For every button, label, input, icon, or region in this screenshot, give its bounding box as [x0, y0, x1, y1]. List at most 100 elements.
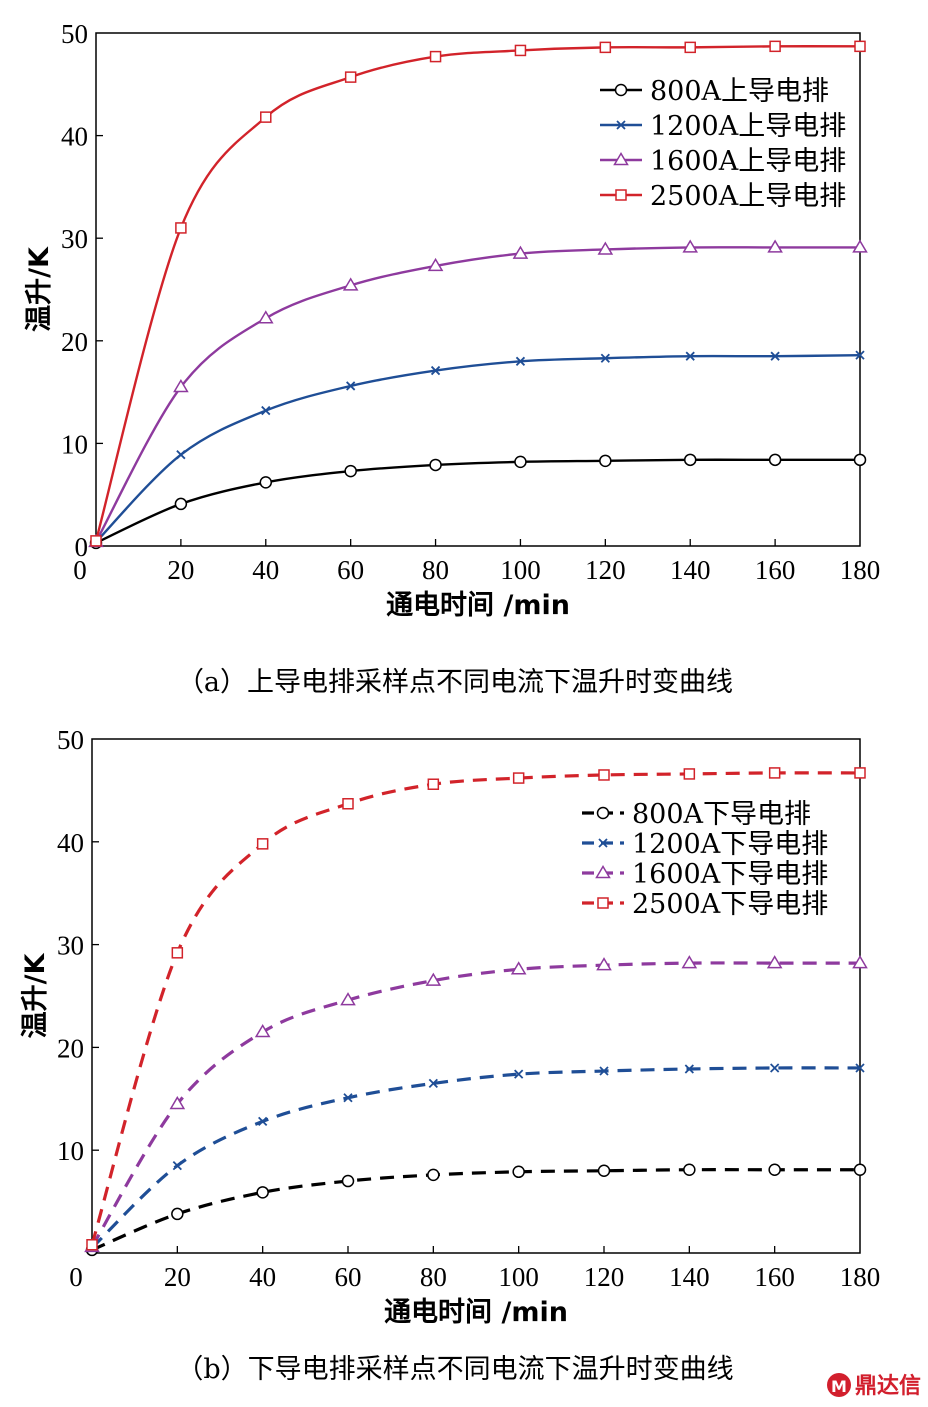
- y-axis-label: 温升/K: [20, 953, 51, 1039]
- data-point: [681, 955, 698, 969]
- y-tick-label: 30: [57, 931, 84, 961]
- y-tick-label: 10: [61, 429, 88, 459]
- y-tick-label: 50: [57, 725, 84, 755]
- data-point: [346, 381, 356, 391]
- data-point: [259, 476, 273, 489]
- legend-entry: 800A上导电排: [650, 76, 829, 107]
- legend-marker: [597, 897, 609, 909]
- data-point-stroke-2: [346, 381, 356, 391]
- y-tick-label: 20: [61, 327, 88, 357]
- x-tick-label: 100: [500, 555, 541, 585]
- y-axis-label: 温升/K: [24, 246, 55, 332]
- data-point-stroke-2: [599, 1066, 609, 1076]
- y-tick-label: 20: [57, 1033, 84, 1063]
- series-1: [91, 350, 865, 547]
- series-line: [91, 1168, 860, 1252]
- x-tick-label: 80: [420, 1262, 447, 1292]
- x-tick-label: 140: [670, 555, 711, 585]
- data-point-stroke-2: [515, 356, 526, 366]
- x-tick-label: 100: [498, 1262, 539, 1292]
- x-tick-label: 20: [167, 555, 194, 585]
- x-tick-label: 180: [840, 555, 881, 585]
- data-point: [512, 245, 529, 259]
- data-point: [430, 365, 441, 376]
- data-point: [682, 239, 699, 253]
- data-point-stroke-2: [855, 350, 865, 360]
- data-point: [176, 450, 186, 460]
- legend-entry: 1600A上导电排: [650, 146, 846, 177]
- data-point: [683, 1163, 696, 1176]
- x-tick-label: 120: [584, 1262, 625, 1292]
- series-line: [94, 246, 860, 543]
- data-point-stroke-2: [684, 1064, 694, 1074]
- data-point: [86, 1239, 98, 1251]
- x-tick-label: 180: [840, 1262, 881, 1292]
- y-tick-label: 10: [57, 1136, 84, 1166]
- data-point: [254, 1024, 271, 1038]
- x-tick-label: 120: [585, 555, 626, 585]
- figure-caption: （b）下导电排采样点不同电流下温升时变曲线: [176, 1354, 733, 1385]
- data-point: [597, 1164, 611, 1178]
- data-point: [171, 1207, 184, 1221]
- legend: 800A上导电排 1200A上导电排 1600A上导电排 2500A上导电排: [600, 76, 846, 212]
- data-point-stroke-2: [176, 450, 186, 460]
- data-point: [854, 767, 866, 779]
- data-point: [853, 1163, 867, 1176]
- data-point: [599, 41, 612, 54]
- legend-marker: [598, 838, 608, 848]
- data-point: [427, 778, 440, 790]
- data-point: [425, 972, 442, 986]
- series-3: [90, 40, 866, 547]
- series-line: [90, 1066, 861, 1250]
- data-point-stroke-2: [430, 365, 441, 376]
- watermark: M 鼎达信: [827, 1373, 921, 1399]
- data-point: [766, 955, 783, 969]
- data-point: [514, 44, 527, 57]
- data-point: [428, 1078, 438, 1089]
- series-line: [95, 353, 861, 543]
- data-point: [427, 257, 444, 272]
- data-point-stroke-2: [855, 1063, 865, 1073]
- data-point: [174, 497, 188, 511]
- series-3: [86, 767, 866, 1251]
- legend-entry: 2500A上导电排: [650, 181, 846, 212]
- chart-a-upper-busbar: 0 20 40 60 80 100 120 140 160 180 0 10 20 30 40 50 通电时间 …: [24, 19, 880, 698]
- y-tick-label: 40: [57, 828, 84, 858]
- data-point: [171, 947, 184, 959]
- legend-marker-stroke-2: [598, 838, 608, 848]
- data-point: [599, 1066, 609, 1076]
- x-tick-label: 140: [669, 1262, 710, 1292]
- legend-marker: [616, 120, 626, 130]
- data-point-stroke-2: [428, 1078, 438, 1089]
- plot-frame: [91, 738, 861, 1254]
- data-point: [684, 41, 696, 54]
- data-point: [90, 535, 102, 547]
- data-point-stroke-2: [343, 1093, 353, 1103]
- series-1: [87, 1063, 865, 1253]
- data-point: [175, 222, 187, 234]
- chart-b-lower-busbar: 0 20 40 60 80 100 120 140 160 180 10 20 30 40 50 通电时间 /…: [20, 725, 880, 1385]
- data-point: [343, 1093, 353, 1103]
- data-point: [852, 955, 868, 969]
- data-point: [429, 50, 442, 63]
- data-point: [600, 353, 610, 363]
- data-point: [596, 957, 612, 971]
- data-point: [855, 350, 865, 360]
- legend-entry: 800A下导电排: [632, 799, 811, 830]
- data-point: [258, 1116, 268, 1127]
- series-line: [90, 961, 860, 1248]
- x-tick-label: 60: [335, 1262, 362, 1292]
- watermark-text: 鼎达信: [855, 1373, 921, 1399]
- y-tick-label: 40: [61, 122, 88, 152]
- x-tick-label: 160: [755, 555, 796, 585]
- data-point: [261, 405, 271, 416]
- data-point: [172, 1160, 182, 1171]
- data-point-stroke-2: [685, 351, 695, 361]
- data-point-stroke-2: [600, 353, 610, 363]
- data-point-stroke-2: [261, 405, 271, 416]
- x-tick-label: 160: [754, 1262, 795, 1292]
- data-point: [684, 1064, 694, 1074]
- data-point: [260, 111, 272, 123]
- plot-frame: [95, 32, 861, 547]
